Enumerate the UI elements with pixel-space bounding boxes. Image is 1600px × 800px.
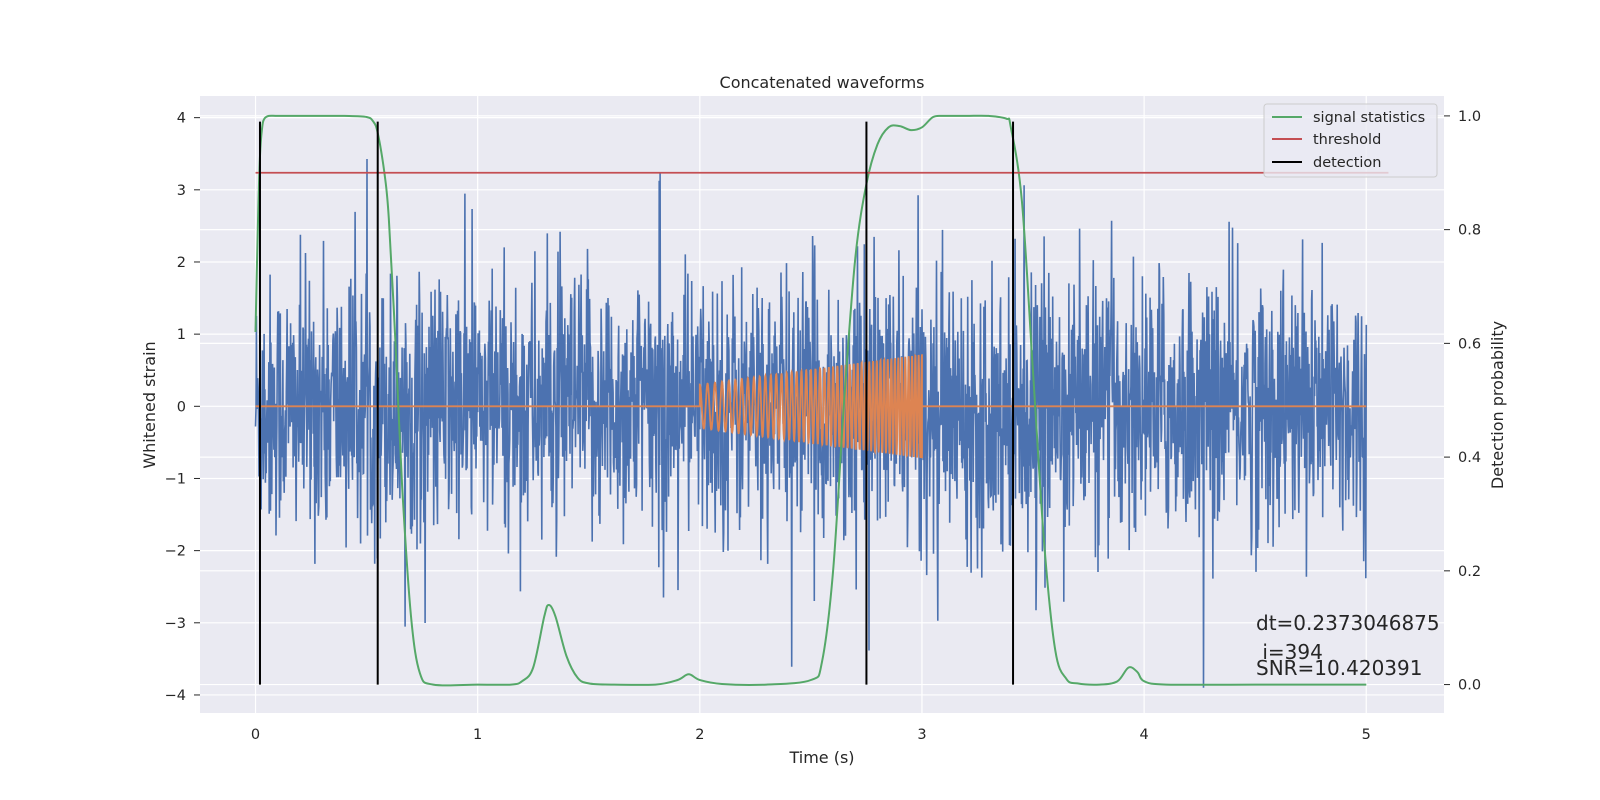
- y-tick-label-left-2: 2: [177, 255, 186, 271]
- ticks: 0 1 2 3 4 5 −4 −3 −2 −1 0 1 2 3 4 0.0 0.2 0.4 0.6 0.8 1.0: [165, 109, 1481, 743]
- legend: signal statistics threshold detection: [1263, 103, 1438, 178]
- y-tick-label-left--1: −1: [165, 471, 186, 487]
- y-tick-label-right-0.4: 0.4: [1458, 450, 1481, 466]
- chart-title: Concatenated waveforms: [720, 73, 925, 92]
- x-tick-label-2: 2: [695, 727, 704, 743]
- y-tick-label-right-0.2: 0.2: [1458, 564, 1481, 580]
- series-signal-statistics: [254, 114, 1367, 687]
- x-tick-label-0: 0: [251, 727, 260, 743]
- x-tick-label-3: 3: [917, 727, 926, 743]
- y-tick-label-left--4: −4: [165, 688, 186, 704]
- legend-label-signal-statistics: signal statistics: [1313, 110, 1425, 126]
- y-tick-label-left-4: 4: [177, 111, 186, 127]
- annotation-dt: dt=0.2373046875: [1256, 611, 1440, 635]
- annotations: dt=0.2373046875 i=394 SNR=10.420391: [1256, 611, 1440, 680]
- y-tick-label-left-1: 1: [177, 327, 186, 343]
- legend-box: [1263, 103, 1438, 178]
- x-tick-label-5: 5: [1362, 727, 1371, 743]
- x-tick-label-1: 1: [473, 727, 482, 743]
- y-tick-label-left-3: 3: [177, 183, 186, 199]
- series-chirp: [255, 353, 1367, 459]
- x-axis-label: Time (s): [788, 748, 854, 767]
- x-tick-label-4: 4: [1139, 727, 1148, 743]
- y-tick-label-right-0.6: 0.6: [1458, 336, 1481, 352]
- annotation-i: i=394: [1256, 640, 1323, 664]
- plot-area: [254, 114, 1389, 688]
- annotation-snr: SNR=10.420391: [1256, 656, 1422, 680]
- y-tick-label-right-0: 0.0: [1458, 678, 1481, 694]
- legend-label-threshold: threshold: [1313, 132, 1381, 148]
- y-tick-label-left--2: −2: [165, 544, 186, 560]
- y-tick-label-right-0.8: 0.8: [1458, 223, 1481, 239]
- y-tick-label-left--3: −3: [165, 616, 186, 632]
- y-axis-label-left: Whitened strain: [140, 341, 159, 468]
- legend-label-detection: detection: [1313, 155, 1381, 171]
- y-tick-label-right-1: 1.0: [1458, 109, 1481, 125]
- y-axis-label-right: Detection probability: [1488, 321, 1507, 489]
- y-tick-label-left-0: 0: [177, 399, 186, 415]
